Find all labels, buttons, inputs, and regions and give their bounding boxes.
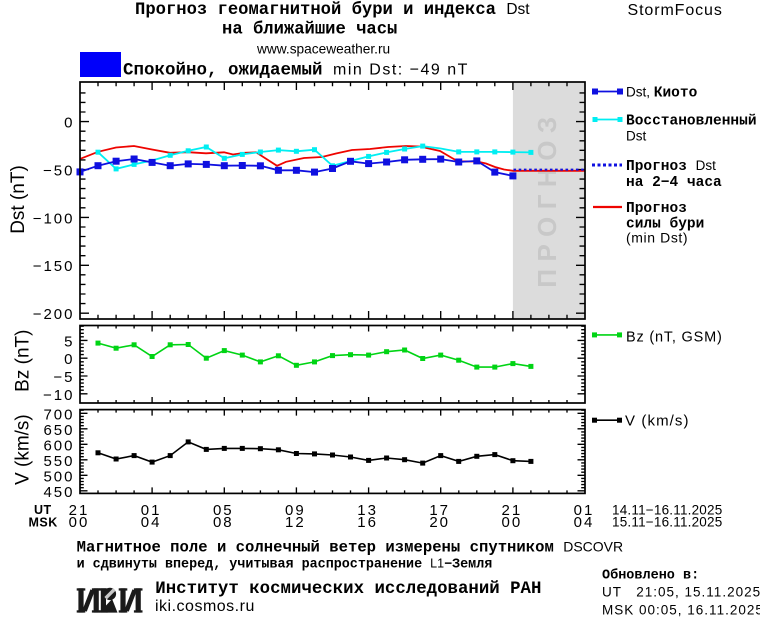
svg-text:0: 0 (64, 115, 74, 132)
svg-text:(min Dst): (min Dst) (626, 230, 688, 246)
svg-text:−5: −5 (53, 369, 74, 386)
svg-text:−150: −150 (33, 258, 75, 275)
svg-text:16: 16 (357, 514, 378, 531)
svg-text:0: 0 (64, 351, 74, 368)
svg-text:500: 500 (43, 468, 74, 485)
svg-text:00: 00 (69, 514, 90, 531)
svg-text:V (km/s): V (km/s) (13, 414, 34, 485)
svg-text:650: 650 (43, 422, 74, 439)
svg-text:01: 01 (141, 502, 162, 519)
svg-text:17: 17 (429, 502, 450, 519)
svg-text:Dst, Киото: Dst, Киото (626, 85, 698, 102)
svg-text:−200: −200 (33, 306, 75, 323)
svg-text:04: 04 (574, 514, 595, 531)
svg-text:600: 600 (43, 437, 74, 454)
svg-text:12: 12 (285, 514, 306, 531)
svg-text:05: 05 (213, 502, 234, 519)
svg-text:00: 00 (502, 514, 523, 531)
svg-text:Dst (nT): Dst (nT) (8, 165, 29, 234)
svg-text:Спокойно, ожидаемый min Dst: −: Спокойно, ожидаемый min Dst: −49 nT (123, 61, 469, 81)
svg-text:ПРОГНОЗ: ПРОГНОЗ (532, 109, 562, 287)
svg-text:450: 450 (43, 484, 74, 501)
svg-text:V (km/s): V (km/s) (625, 413, 690, 430)
svg-text:14.11−16.11.2025: 14.11−16.11.2025 (612, 503, 722, 518)
svg-text:iki.cosmos.ru: iki.cosmos.ru (155, 598, 255, 615)
svg-text:Восстановленный: Восстановленный (626, 114, 757, 130)
svg-text:Прогноз Dst: Прогноз Dst (626, 158, 716, 175)
svg-text:21: 21 (69, 502, 90, 519)
svg-text:www.spaceweather.ru: www.spaceweather.ru (256, 42, 390, 57)
svg-text:Bz (nT, GSM): Bz (nT, GSM) (626, 330, 723, 346)
svg-text:UT: UT (34, 503, 52, 517)
svg-text:Прогноз: Прогноз (626, 201, 687, 217)
svg-text:01: 01 (574, 502, 595, 519)
svg-text:Dst: Dst (626, 129, 646, 144)
svg-text:08: 08 (213, 514, 234, 531)
svg-text:−100: −100 (33, 210, 75, 227)
svg-text:и сдвинуты вперед, учитывая ра: и сдвинуты вперед, учитывая распростране… (77, 557, 493, 573)
svg-text:Магнитное поле и солнечный вет: Магнитное поле и солнечный ветер измерен… (77, 539, 624, 557)
svg-text:−10: −10 (43, 387, 74, 404)
svg-text:5: 5 (64, 333, 74, 350)
svg-text:на ближайшие часы: на ближайшие часы (222, 21, 397, 40)
svg-text:MSK 00:05, 16.11.2025: MSK 00:05, 16.11.2025 (602, 603, 760, 618)
svg-text:15.11−16.11.2025: 15.11−16.11.2025 (612, 515, 722, 530)
svg-text:Обновлено в:: Обновлено в: (602, 568, 699, 584)
svg-text:UT 21:05, 15.11.2025: UT 21:05, 15.11.2025 (602, 585, 760, 600)
svg-text:550: 550 (43, 453, 74, 470)
svg-text:09: 09 (285, 502, 306, 519)
svg-text:13: 13 (357, 502, 378, 519)
svg-text:04: 04 (141, 514, 162, 531)
svg-text:21: 21 (502, 502, 523, 519)
svg-text:на 2−4 часа: на 2−4 часа (626, 175, 722, 191)
svg-text:Bz (nT): Bz (nT) (13, 330, 34, 392)
svg-text:700: 700 (43, 406, 74, 423)
svg-text:20: 20 (429, 514, 450, 531)
svg-text:MSK: MSK (29, 516, 58, 530)
svg-text:−50: −50 (43, 163, 74, 180)
svg-text:StormFocus: StormFocus (628, 2, 723, 19)
svg-text:силы бури: силы бури (626, 217, 704, 233)
svg-text:Прогноз геомагнитной бури и ин: Прогноз геомагнитной бури и индекса Dst (135, 1, 530, 20)
svg-text:Институт космических исследова: Институт космических исследований РАН (155, 580, 541, 599)
